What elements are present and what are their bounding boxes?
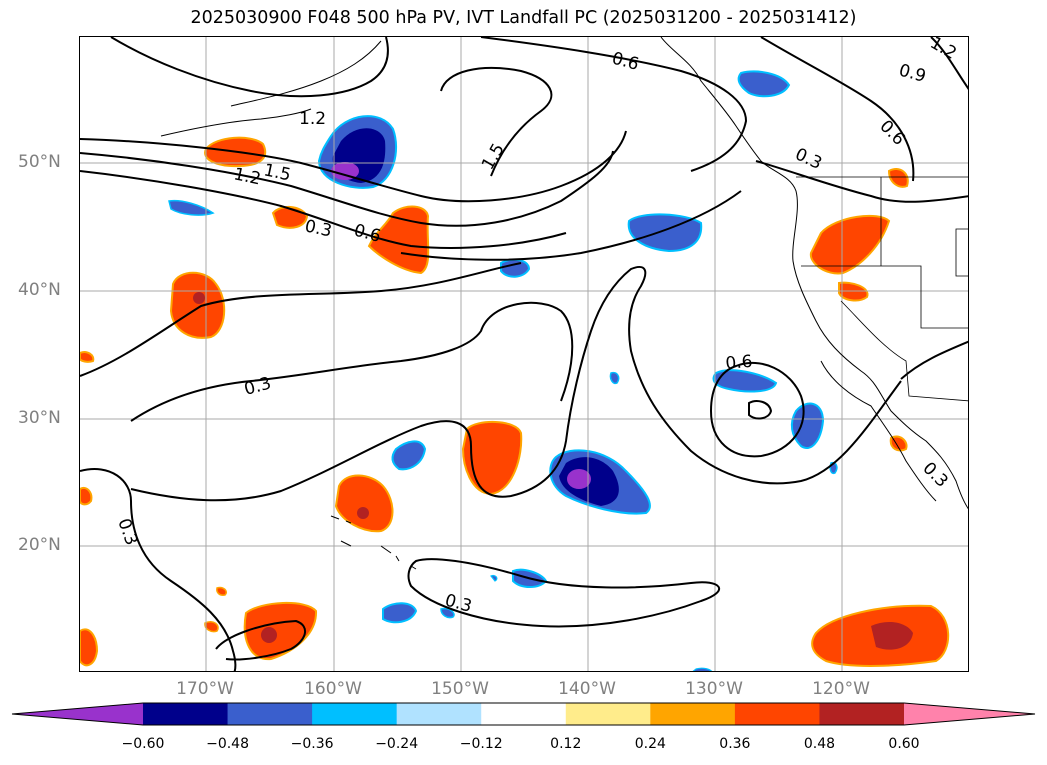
colorbar-tick-label: 0.24 <box>634 736 666 752</box>
lon-label-130w: 130°W <box>685 679 743 699</box>
contour-label: 0.3 <box>242 374 273 400</box>
contour-label: 0.3 <box>792 144 825 174</box>
anomaly-core <box>331 162 359 180</box>
colorbar-tick-label: −0.12 <box>459 736 503 752</box>
contour-labels: 1.2 1.5 1.2 0.3 0.6 1.5 0.6 0.3 0.9 0.6 … <box>113 37 960 617</box>
contour-label: 0.6 <box>725 352 754 374</box>
anomaly-blob <box>887 167 909 188</box>
colorbar-extend-low <box>12 703 143 725</box>
lon-label-170w: 170°W <box>176 679 234 699</box>
lon-label-150w: 150°W <box>431 679 489 699</box>
colorbar-cell <box>481 703 567 725</box>
colorbar-tick-label: −0.36 <box>290 736 334 752</box>
lat-label-50n: 50°N <box>18 152 61 172</box>
colorbar-tick-label: 0.12 <box>550 736 582 752</box>
positive-anomaly-fills <box>80 136 950 667</box>
map-title: 2025030900 F048 500 hPa PV, IVT Landfall… <box>190 8 857 28</box>
anomaly-blob <box>334 474 394 533</box>
colorbar-cell <box>143 703 229 725</box>
pv-contours <box>80 37 968 671</box>
anomaly-core <box>357 507 369 519</box>
colorbar-cell <box>312 703 398 725</box>
coastlines <box>160 37 968 570</box>
anomaly-blob <box>169 271 226 339</box>
contour-label: 0.6 <box>875 116 908 149</box>
anomaly-core <box>261 627 277 643</box>
map-canvas: 1.2 1.5 1.2 0.3 0.6 1.5 0.6 0.3 0.9 0.6 … <box>80 37 968 671</box>
anomaly-blob <box>692 667 713 671</box>
colorbar-tick-label: 0.60 <box>888 736 920 752</box>
colorbar-cell <box>227 703 313 725</box>
anomaly-blob <box>809 214 891 275</box>
contour-label: 0.6 <box>352 221 383 247</box>
anomaly-blob <box>391 440 427 471</box>
anomaly-blob <box>80 487 93 506</box>
state-borders <box>796 176 968 402</box>
anomaly-blob <box>461 420 523 496</box>
colorbar-cell <box>396 703 482 725</box>
lat-label-20n: 20°N <box>18 535 61 555</box>
anomaly-blob <box>168 199 215 216</box>
lon-label-140w: 140°W <box>558 679 616 699</box>
lon-label-160w: 160°W <box>304 679 362 699</box>
contour-label: 1.2 <box>232 164 263 189</box>
colorbar <box>11 702 1036 726</box>
anomaly-blob <box>204 620 219 633</box>
colorbar-cell <box>819 703 905 725</box>
anomaly-blob <box>216 586 228 596</box>
lat-label-30n: 30°N <box>18 408 61 428</box>
colorbar-cell <box>565 703 651 725</box>
contour-label: 1.5 <box>262 160 293 185</box>
contour-label: 1.2 <box>299 109 326 129</box>
anomaly-blob <box>80 628 99 667</box>
colorbar-extend-high <box>904 703 1035 725</box>
colorbar-tick-label: −0.60 <box>121 736 165 752</box>
lon-label-120w: 120°W <box>812 679 870 699</box>
colorbar-cell <box>650 703 736 725</box>
contour-label: 0.6 <box>610 49 641 75</box>
anomaly-blob <box>609 371 620 385</box>
anomaly-core <box>193 292 205 304</box>
anomaly-blob <box>80 351 95 363</box>
anomaly-blob <box>490 574 498 582</box>
anomaly-blob <box>838 281 869 302</box>
contour-label: 1.5 <box>478 140 509 173</box>
anomaly-blob <box>889 435 908 452</box>
colorbar-tick-label: 0.36 <box>719 736 751 752</box>
anomaly-blob <box>790 402 825 449</box>
colorbar-cell <box>734 703 820 725</box>
contour-label: 1.2 <box>927 37 960 64</box>
anomaly-blob <box>440 607 455 619</box>
anomaly-core <box>871 621 913 650</box>
colorbar-tick-label: 0.48 <box>803 736 836 752</box>
contour-label: 0.3 <box>113 516 141 548</box>
anomaly-blob <box>737 70 791 98</box>
anomaly-blob <box>271 206 309 229</box>
colorbar-tick-label: −0.24 <box>375 736 419 752</box>
colorbar-tick-label: −0.48 <box>206 736 249 752</box>
contour-label: 0.3 <box>303 216 334 241</box>
contour-label: 0.9 <box>897 61 928 87</box>
anomaly-blob <box>243 601 318 661</box>
colorbar-outline <box>11 702 1036 726</box>
anomaly-blob <box>367 205 430 275</box>
gridlines <box>80 37 968 671</box>
anomaly-blob <box>382 602 418 624</box>
map-panel[interactable]: 1.2 1.5 1.2 0.3 0.6 1.5 0.6 0.3 0.9 0.6 … <box>79 36 969 672</box>
anomaly-core <box>567 469 591 489</box>
lat-label-40n: 40°N <box>18 280 61 300</box>
anomaly-blob <box>500 258 531 278</box>
